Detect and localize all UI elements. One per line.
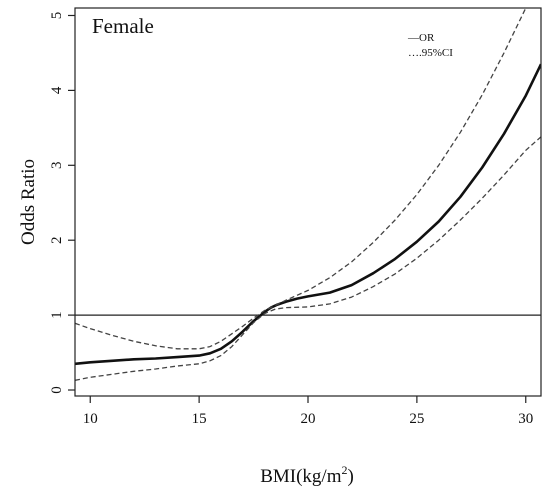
legend-item-ci: ….95%CI bbox=[408, 47, 453, 59]
x-axis-label-close: ) bbox=[347, 466, 353, 487]
plot-area bbox=[74, 7, 542, 397]
legend: —OR ….95%CI bbox=[407, 32, 453, 59]
y-tick-label: 3 bbox=[49, 162, 65, 170]
y-tick-label: 5 bbox=[49, 12, 65, 20]
y-tick-label: 4 bbox=[49, 86, 65, 94]
x-tick-label: 30 bbox=[518, 411, 533, 427]
x-tick-label: 25 bbox=[409, 411, 424, 427]
or-line bbox=[75, 63, 541, 366]
series-layer bbox=[75, 8, 541, 381]
y-tick-label: 1 bbox=[49, 311, 65, 319]
ci-lower-line bbox=[75, 136, 541, 381]
y-axis: 0 1 2 3 4 5 bbox=[49, 12, 75, 394]
y-tick-label: 0 bbox=[49, 386, 65, 394]
panel-title: Female bbox=[92, 14, 154, 38]
x-axis-label-main: BMI(kg/m bbox=[260, 466, 342, 487]
ci-upper-line bbox=[75, 8, 527, 350]
y-tick-label: 2 bbox=[49, 236, 65, 244]
x-axis-label: BMI(kg/m2) bbox=[260, 463, 354, 487]
y-axis-label: Odds Ratio bbox=[18, 159, 39, 245]
plot-frame bbox=[74, 7, 542, 397]
x-axis-label-superscript: 2 bbox=[341, 463, 347, 477]
x-tick-label: 10 bbox=[83, 411, 98, 427]
legend-item-or: —OR bbox=[407, 32, 435, 44]
x-axis: 10 15 20 25 30 bbox=[83, 396, 533, 427]
x-tick-label: 15 bbox=[192, 411, 207, 427]
x-tick-label: 20 bbox=[301, 411, 316, 427]
